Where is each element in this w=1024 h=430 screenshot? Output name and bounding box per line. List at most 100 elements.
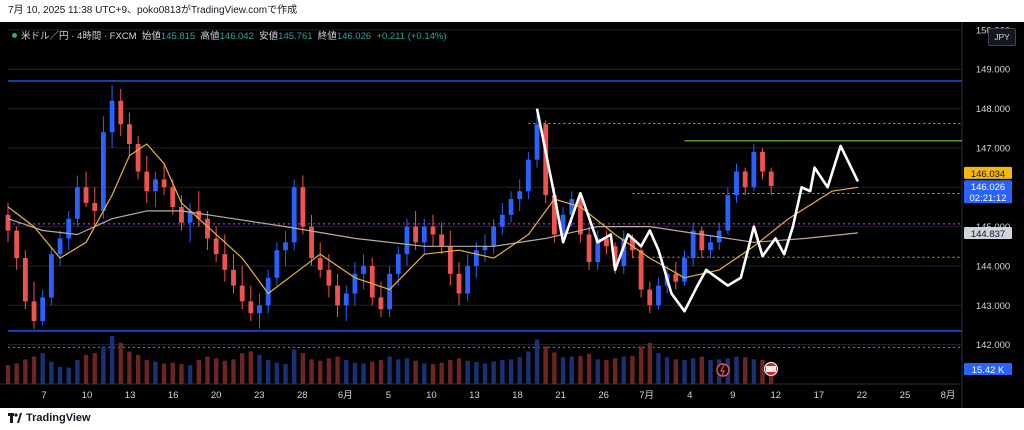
volume-bar — [586, 353, 592, 384]
volume-bar — [439, 362, 444, 384]
tradingview-logo[interactable]: TradingView — [8, 412, 91, 424]
candle-body — [361, 265, 366, 274]
volume-bar — [135, 354, 141, 384]
volume-bar — [508, 359, 514, 384]
ma-fast-line — [7, 143, 858, 295]
time-tick-label: 10 — [426, 390, 437, 401]
chart-area[interactable]: 150.000149.000148.000147.000146.000145.0… — [0, 22, 1024, 408]
last-price-tag-text: 146.026 — [971, 182, 1005, 193]
time-tick-label: 13 — [469, 390, 480, 401]
candle-body — [109, 100, 115, 133]
candle-body — [257, 305, 262, 314]
candle-body — [647, 289, 653, 306]
volume-bar — [344, 360, 349, 384]
volume-bar — [708, 360, 713, 384]
event-icons — [716, 362, 778, 377]
volume-bar — [300, 353, 306, 384]
volume-bar — [83, 354, 89, 384]
candle-body — [248, 301, 254, 314]
volume-bar — [560, 357, 566, 384]
zigzag-line — [535, 108, 860, 313]
candle-body — [734, 171, 739, 196]
time-tick-label: 5 — [386, 390, 391, 401]
ma-price-tag-text: 144.837 — [971, 229, 1005, 240]
candle-body — [560, 214, 566, 235]
candle-body — [22, 258, 28, 302]
candle-body — [413, 226, 419, 243]
volume-bar — [552, 352, 557, 384]
candle-body — [66, 218, 72, 239]
volume-bar — [309, 359, 314, 384]
candle-body — [127, 124, 132, 144]
currency-button[interactable]: JPY — [988, 28, 1016, 46]
volume-bar — [422, 363, 427, 384]
legend-low-label: 安値 — [259, 31, 279, 42]
legend-open: 145.815 — [160, 31, 196, 42]
candle-body — [499, 214, 505, 227]
volume-bar — [318, 360, 323, 384]
candle-body — [578, 199, 583, 235]
candle-body — [231, 269, 236, 286]
candle-body — [760, 151, 765, 172]
candle-body — [179, 206, 184, 223]
price-chart[interactable]: 150.000149.000148.000147.000146.000145.0… — [0, 22, 1024, 408]
volume-bar — [335, 356, 340, 384]
volume-bar — [543, 346, 548, 384]
candle-body — [586, 234, 592, 263]
candle-body — [742, 171, 748, 188]
volume-bar — [482, 363, 488, 384]
volume-bar — [760, 360, 765, 384]
time-tick-label: 8月 — [941, 390, 956, 401]
candle-body — [83, 187, 89, 203]
volume-tag-text: 15.42 K — [972, 365, 1005, 376]
last-price-tag-bg — [964, 180, 1012, 204]
legend-low: 145.761 — [278, 31, 313, 42]
price-tick-label: 143.000 — [976, 301, 1010, 312]
volume-bar — [387, 356, 392, 384]
volume-bar — [101, 346, 106, 384]
candle-body — [768, 171, 774, 187]
candle-body — [491, 226, 497, 247]
volume-bar — [5, 365, 11, 384]
candle-body — [335, 285, 340, 306]
volume-bar — [465, 360, 470, 384]
volume-bar — [231, 359, 236, 384]
volume-bar — [526, 351, 531, 384]
volume-bar — [144, 360, 149, 384]
volume-bar — [534, 339, 540, 384]
candle-body — [387, 273, 392, 310]
candle-body — [101, 132, 106, 211]
current-price-tag: 146.034 — [964, 166, 1012, 180]
volume-tag-bg — [964, 363, 1012, 375]
volume-bar — [118, 342, 123, 384]
volume-bar — [569, 356, 574, 384]
candle-body — [682, 258, 687, 282]
volume-bar — [248, 351, 254, 384]
volume-bar — [161, 363, 167, 384]
candle-body — [343, 293, 349, 306]
candle-body — [196, 210, 202, 219]
candle-body — [378, 297, 384, 310]
legend-symbol: 米ドル／円 · 4時間 · FXCM — [21, 31, 137, 42]
candle-body — [291, 187, 297, 243]
candle-body — [447, 246, 453, 274]
volume-bar — [578, 355, 583, 384]
candle-body — [508, 199, 514, 215]
volume-bar — [378, 360, 384, 384]
time-tick-label: 17 — [814, 390, 825, 401]
price-tick-label: 149.000 — [976, 65, 1010, 76]
volume-bar — [222, 360, 228, 384]
volume-bar — [370, 361, 375, 384]
volume-bar — [751, 359, 757, 384]
volume-bar — [673, 359, 678, 384]
volume-bar — [664, 357, 670, 384]
candle-body — [40, 297, 46, 322]
candle-body — [673, 273, 679, 282]
candle-body — [630, 238, 635, 251]
candle-body — [430, 226, 436, 235]
volume-bar — [66, 367, 71, 384]
candle-body — [205, 218, 210, 239]
volume-bar — [75, 360, 80, 384]
price-tick-label: 142.000 — [976, 340, 1010, 351]
candle-body — [187, 210, 193, 223]
